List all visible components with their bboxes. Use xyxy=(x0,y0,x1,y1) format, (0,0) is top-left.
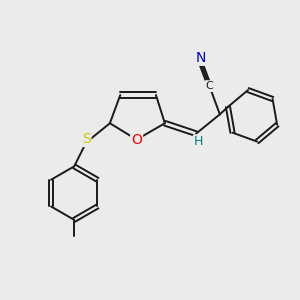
Text: C: C xyxy=(206,81,213,91)
Text: O: O xyxy=(131,133,142,147)
Text: S: S xyxy=(82,132,91,146)
Text: N: N xyxy=(196,51,206,65)
Text: H: H xyxy=(194,136,203,148)
